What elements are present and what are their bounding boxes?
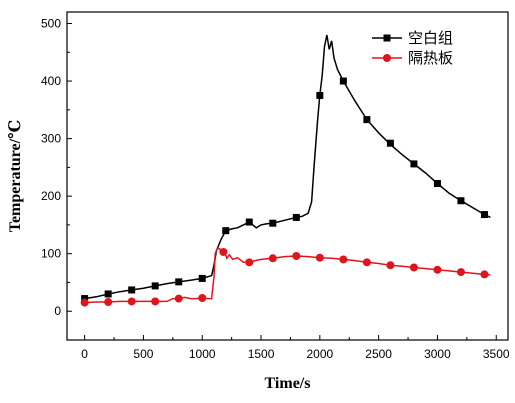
series-2-point	[127, 297, 136, 306]
series-2-point	[315, 253, 324, 262]
series-1-point	[222, 227, 230, 235]
series-2-point	[104, 298, 113, 307]
series-1-point	[363, 116, 371, 124]
series-1-point	[386, 139, 394, 147]
series-1-point	[410, 160, 418, 168]
series-2-point	[292, 251, 301, 260]
series-1-point	[104, 290, 112, 298]
legend-marker-2	[383, 54, 391, 62]
x-tick-label: 2000	[306, 347, 333, 361]
series-1-point	[269, 219, 277, 227]
plot-frame	[66, 11, 509, 341]
y-tick-label: 300	[41, 132, 61, 146]
legend-marker-1	[383, 34, 391, 42]
plot-area	[80, 34, 491, 307]
x-tick-label: 3000	[424, 347, 451, 361]
series-2-point	[409, 263, 418, 272]
series-2-point	[339, 255, 348, 264]
y-tick-label: 500	[41, 17, 61, 31]
series-line-2	[84, 246, 491, 304]
series-1-point	[433, 179, 441, 187]
series-2-point	[480, 270, 489, 279]
x-tick-label: 500	[133, 347, 153, 361]
series-2-point	[362, 258, 371, 267]
series-2-point	[174, 294, 183, 303]
x-tick-label: 1500	[248, 347, 275, 361]
y-tick-label: 200	[41, 189, 61, 203]
x-tick-label: 2500	[365, 347, 392, 361]
series-1-point	[175, 278, 183, 286]
series-1-point	[198, 274, 206, 282]
y-axis-title: Temperature/℃	[7, 120, 24, 233]
x-axis-title: Time/s	[265, 375, 311, 392]
series-1-point	[339, 77, 347, 85]
series-2-point	[386, 261, 395, 270]
series-2-point	[268, 254, 277, 263]
series-1-point	[457, 197, 465, 205]
y-tick-label: 400	[41, 74, 61, 88]
series-1-point	[292, 213, 300, 221]
series-2-point	[198, 293, 207, 302]
legend-label-1: 空白组	[408, 29, 453, 47]
series-2-point	[433, 265, 442, 274]
axes: 0 500 1000 1500 2000 2500 3000 3500 0 100 200 300 40…	[41, 11, 510, 361]
series-1-point	[316, 91, 324, 99]
y-tick-label: 0	[54, 304, 61, 318]
series-1-point	[151, 282, 159, 290]
x-tick-label: 0	[81, 347, 88, 361]
series-2-point	[219, 247, 228, 256]
series-2-point	[151, 297, 160, 306]
series-1-point	[128, 286, 136, 294]
x-tick-label: 1000	[189, 347, 216, 361]
y-tick-label: 100	[41, 247, 61, 261]
legend-label-2: 隔热板	[408, 49, 453, 67]
series-1-point	[480, 211, 488, 219]
series-2-point	[245, 258, 254, 267]
series-1-point	[81, 295, 89, 303]
series-line-1	[84, 34, 491, 300]
series-1-point	[245, 218, 253, 226]
series-2-point	[456, 268, 465, 277]
x-tick-label: 3500	[483, 347, 510, 361]
series-2-point	[80, 298, 89, 307]
